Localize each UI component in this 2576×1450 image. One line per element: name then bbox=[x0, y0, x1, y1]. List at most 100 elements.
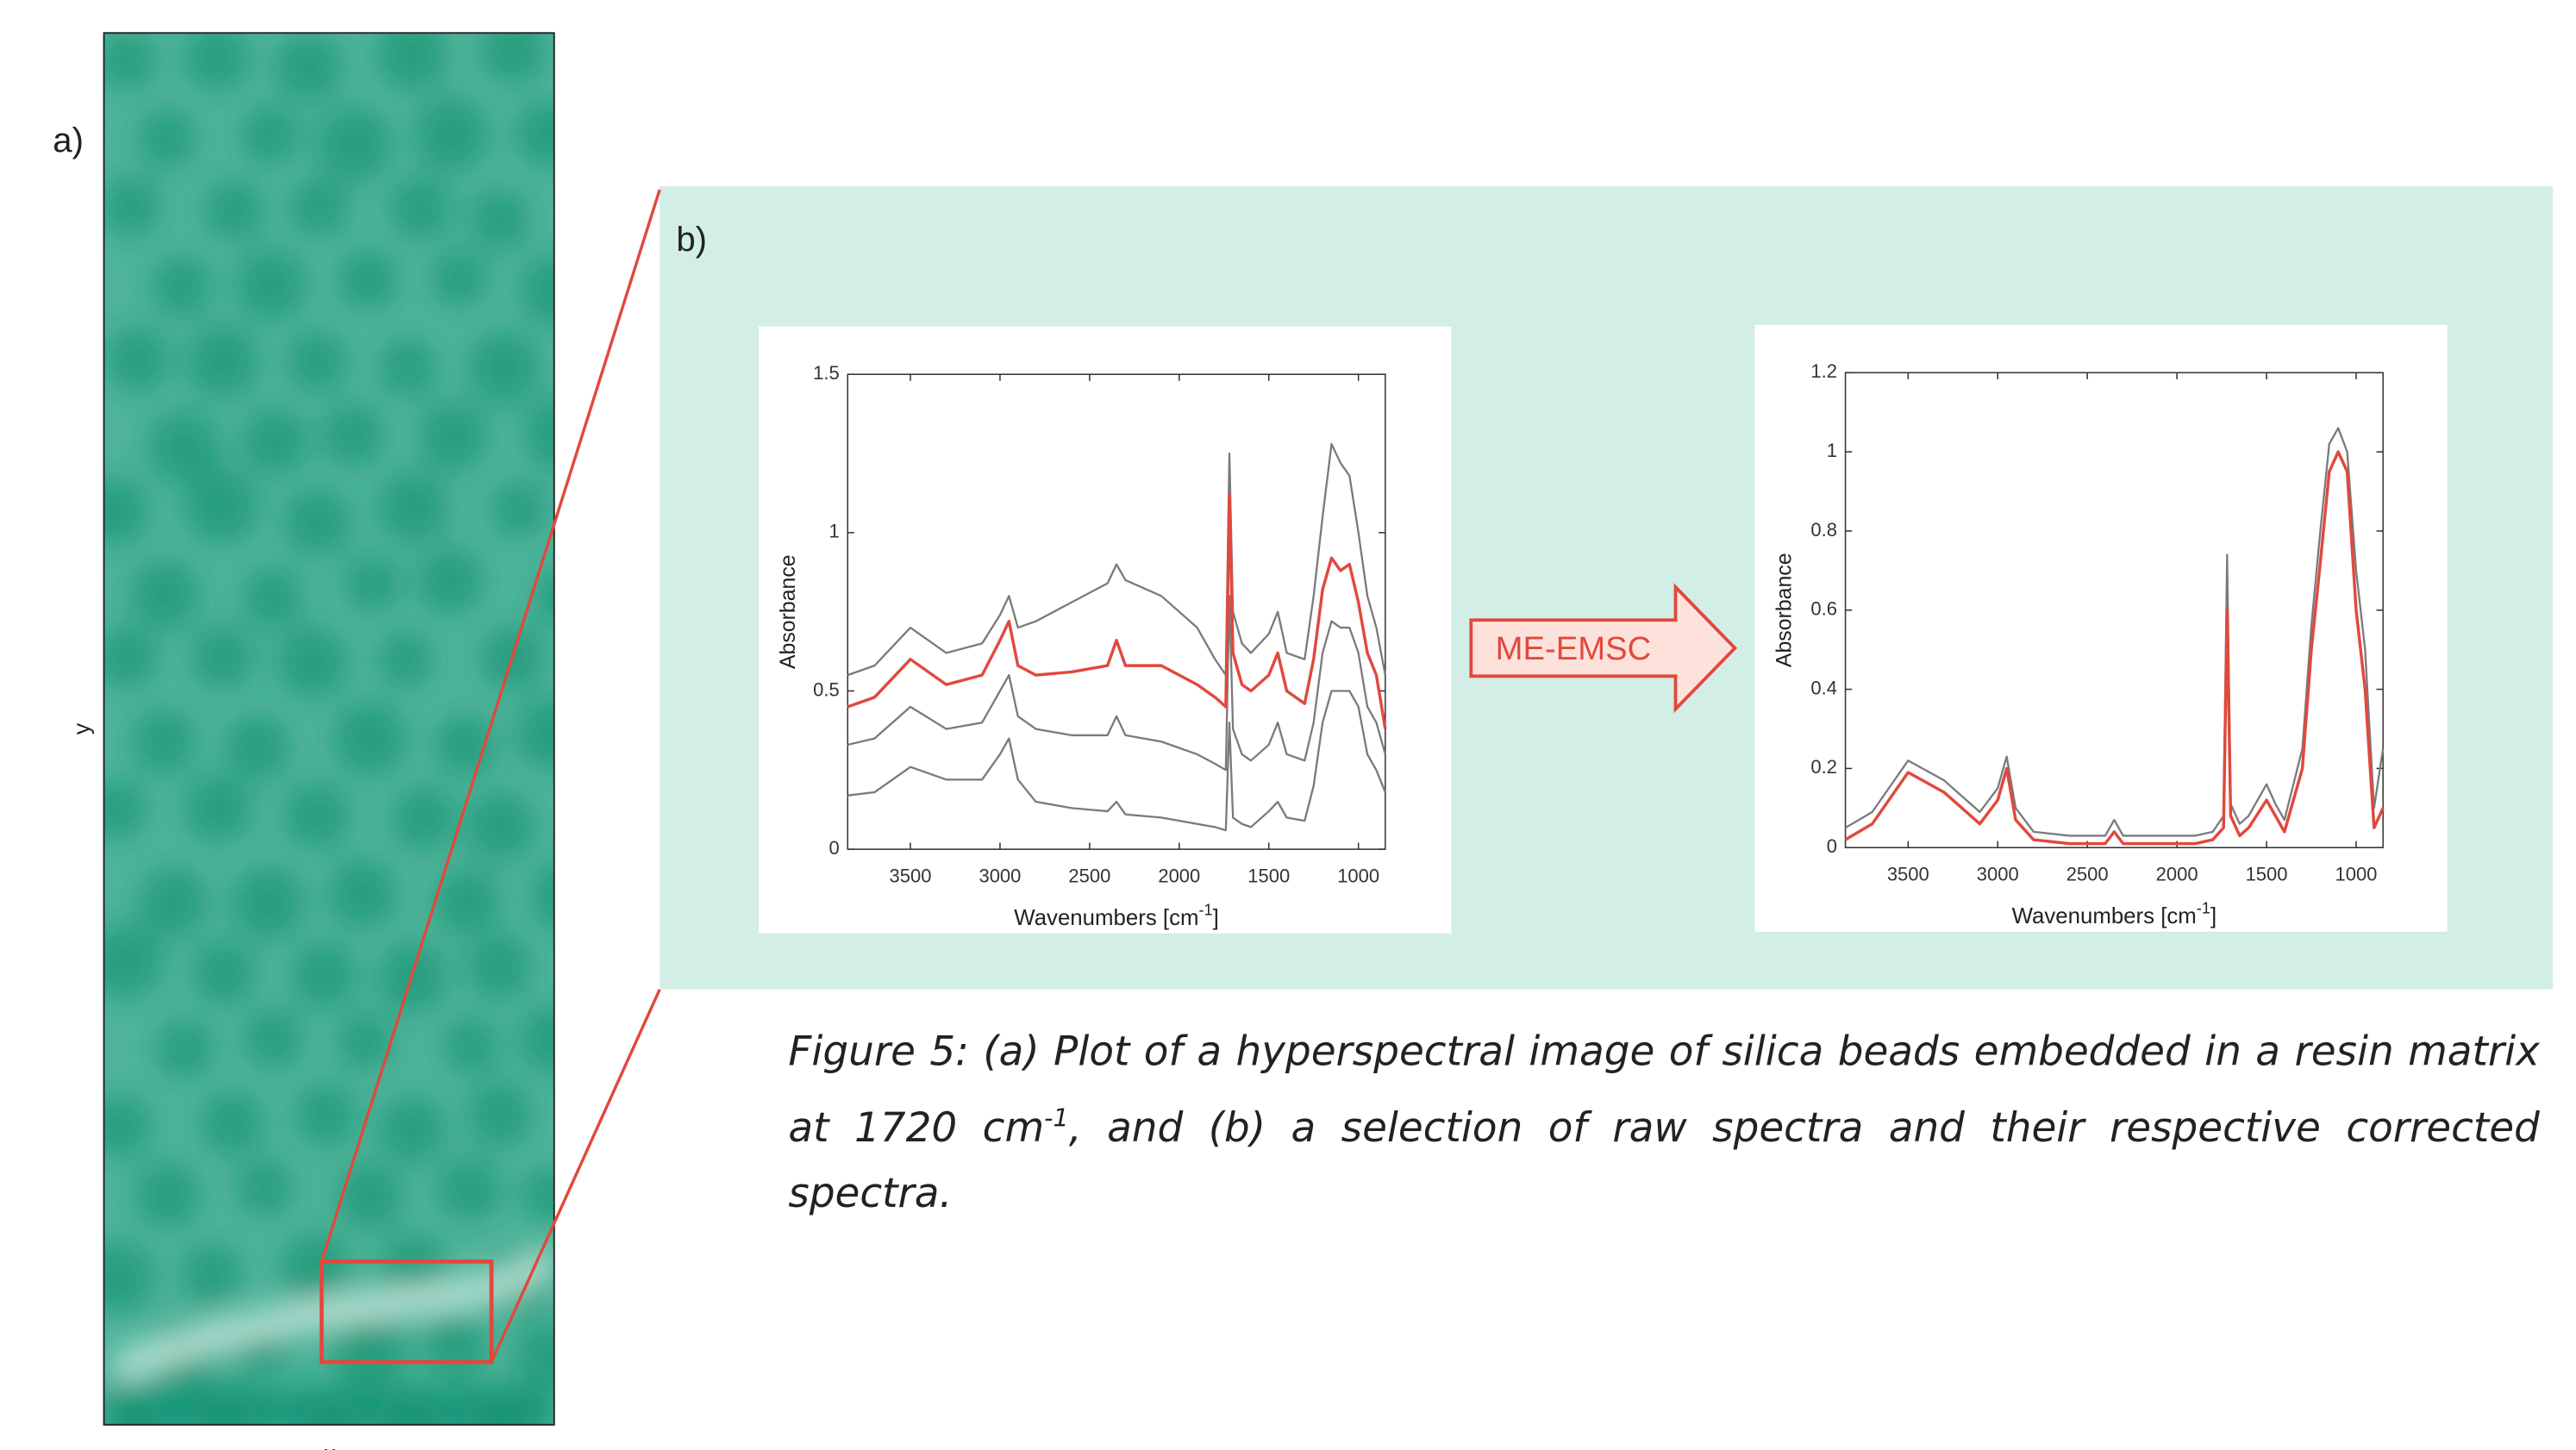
x-tick-label: 1500 bbox=[1247, 865, 1290, 886]
bead bbox=[423, 1315, 486, 1378]
bead bbox=[236, 1159, 294, 1217]
bead bbox=[376, 33, 448, 91]
chart-card bbox=[1754, 324, 2448, 932]
bead bbox=[469, 189, 531, 250]
bead bbox=[430, 250, 488, 308]
bead bbox=[191, 941, 256, 1005]
bead bbox=[103, 1241, 155, 1315]
chart-card bbox=[758, 326, 1452, 934]
bead bbox=[336, 1013, 394, 1071]
x-tick-label: 1000 bbox=[1337, 865, 1379, 886]
caption-text: , and (b) a selection of raw spectra and… bbox=[788, 1103, 2540, 1218]
bead bbox=[283, 782, 351, 849]
bead bbox=[203, 179, 265, 241]
x-tick-label: 2000 bbox=[2156, 864, 2198, 885]
bead bbox=[530, 862, 554, 931]
bead bbox=[519, 256, 554, 325]
x-axis-label-sup: -1 bbox=[2197, 900, 2210, 917]
caption-text: Figure 5: (a) Plot of a hyperspectral im… bbox=[788, 1027, 2540, 1152]
bead bbox=[337, 249, 398, 310]
blob-layer bbox=[103, 33, 554, 1425]
bead bbox=[294, 1083, 358, 1147]
bead bbox=[467, 331, 541, 405]
arrow bbox=[1469, 583, 1738, 714]
bead bbox=[523, 397, 554, 472]
zoom-line bbox=[320, 189, 661, 1262]
bead bbox=[521, 1166, 554, 1224]
y-axis-label: Absorbance bbox=[776, 554, 800, 669]
x-tick-label: 3000 bbox=[1977, 864, 2019, 885]
y-tick-label: 0.4 bbox=[1810, 677, 1837, 698]
bead bbox=[442, 1017, 499, 1075]
bead bbox=[416, 547, 485, 615]
panel-label: b) bbox=[676, 220, 707, 259]
bead bbox=[279, 1232, 350, 1303]
bead bbox=[434, 714, 497, 776]
x-tick-label: 2500 bbox=[1068, 865, 1110, 886]
y-tick-label: 0.6 bbox=[1810, 598, 1837, 620]
bead bbox=[322, 403, 385, 467]
x-axis-label-text: ] bbox=[2210, 904, 2216, 928]
plot-frame bbox=[847, 373, 1386, 850]
y-tick-label: 0.5 bbox=[813, 678, 840, 700]
x-tick-label: 1000 bbox=[2335, 864, 2378, 885]
y-tick-label: 1 bbox=[1827, 440, 1837, 461]
bead bbox=[437, 1157, 502, 1222]
bead bbox=[378, 338, 438, 397]
bead bbox=[515, 100, 554, 167]
dark-base bbox=[103, 1384, 554, 1425]
zoom-line bbox=[490, 989, 661, 1363]
bead bbox=[291, 941, 358, 1009]
bead bbox=[466, 1081, 534, 1148]
x-axis-label-text: Wavenumbers [cm bbox=[2012, 904, 2197, 928]
bead bbox=[130, 559, 201, 630]
bead bbox=[132, 709, 197, 774]
y-tick-label: 1.2 bbox=[1810, 360, 1837, 382]
bead bbox=[513, 1322, 554, 1392]
bead bbox=[180, 1242, 243, 1305]
selection-box bbox=[319, 1259, 494, 1365]
y-tick-label: 0.8 bbox=[1810, 519, 1837, 541]
bead bbox=[147, 410, 221, 484]
bead bbox=[377, 471, 449, 543]
x-axis-label: Wavenumbers [cm-1] bbox=[1014, 902, 1219, 930]
caption: Figure 5: (a) Plot of a hyperspectral im… bbox=[788, 1019, 2539, 1227]
bead bbox=[138, 866, 209, 937]
bead bbox=[103, 626, 158, 689]
bead bbox=[286, 330, 348, 392]
spectrum-line bbox=[847, 690, 1386, 832]
caption-sup: -1 bbox=[1044, 1103, 1069, 1134]
bead bbox=[343, 555, 401, 613]
bead bbox=[466, 934, 532, 1000]
bead bbox=[154, 1019, 215, 1078]
bead bbox=[241, 408, 309, 475]
y-tick-label: 0 bbox=[828, 837, 839, 859]
bead bbox=[200, 1091, 265, 1156]
bead bbox=[332, 701, 408, 777]
bead bbox=[534, 569, 554, 626]
x-axis-label-text: Wavenumbers [cm bbox=[1014, 906, 1198, 930]
bead bbox=[184, 33, 250, 91]
bead bbox=[332, 1313, 408, 1389]
x-axis-label: Wavenumbers [cm-1] bbox=[2012, 900, 2217, 928]
bead bbox=[104, 327, 171, 392]
bead bbox=[151, 255, 213, 317]
bead bbox=[518, 1004, 554, 1074]
bead bbox=[103, 33, 156, 91]
bead bbox=[290, 178, 349, 238]
bead bbox=[327, 859, 398, 929]
bead bbox=[274, 33, 343, 101]
bead bbox=[418, 401, 489, 472]
bead bbox=[224, 714, 291, 780]
panel-label: a) bbox=[53, 121, 84, 159]
hyperspectral-image bbox=[103, 33, 554, 1425]
bead bbox=[191, 626, 254, 690]
bead bbox=[242, 1009, 303, 1069]
axis-label: x bbox=[324, 1441, 336, 1450]
bead bbox=[183, 468, 259, 545]
bead bbox=[516, 697, 554, 771]
bead bbox=[378, 1095, 446, 1163]
y-tick-label: 0 bbox=[1827, 835, 1837, 857]
x-axis-label-text: ] bbox=[1213, 906, 1219, 930]
bead bbox=[134, 1162, 201, 1228]
